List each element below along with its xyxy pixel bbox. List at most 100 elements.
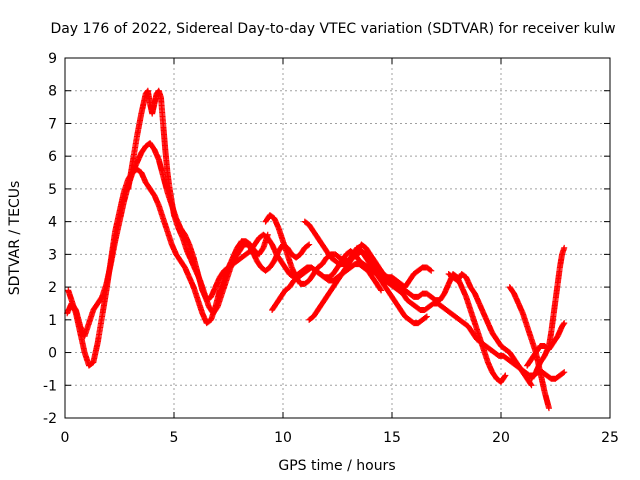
data-point-mark	[545, 405, 552, 412]
data-point-marks	[528, 350, 539, 363]
data-point-marks	[465, 323, 475, 335]
data-point-marks	[380, 280, 390, 293]
data-point-marks	[393, 280, 403, 290]
data-point-marks	[419, 314, 429, 323]
data-point-marks	[389, 277, 399, 286]
data-point-marks	[251, 236, 262, 248]
data-point-marks	[280, 238, 290, 257]
data-point-marks	[480, 346, 491, 365]
data-point-marks	[443, 307, 453, 316]
data-point-marks	[389, 274, 399, 283]
series-track-g	[301, 218, 430, 327]
series-track-e	[269, 261, 385, 313]
data-point-marks	[319, 295, 329, 307]
data-point-marks	[299, 268, 309, 277]
data-point-marks	[528, 370, 539, 382]
data-point-marks	[327, 254, 338, 264]
y-tick-label: 2	[48, 280, 57, 296]
data-point-marks	[210, 304, 220, 317]
data-point-marks	[471, 320, 482, 338]
data-point-marks	[498, 373, 508, 385]
data-point-marks	[482, 343, 493, 352]
data-point-marks	[347, 262, 357, 271]
data-point-marks	[190, 284, 201, 302]
data-point-marks	[397, 284, 407, 293]
data-point-marks	[450, 271, 460, 280]
data-point-marks	[72, 307, 83, 329]
data-point-marks	[375, 264, 386, 276]
data-point-marks	[256, 245, 266, 258]
data-point-marks	[262, 265, 272, 274]
data-point-marks	[415, 291, 425, 300]
data-point-marks	[330, 265, 340, 277]
data-point-marks	[194, 297, 205, 315]
data-point-marks	[299, 265, 309, 274]
x-tick-label: 15	[383, 430, 401, 446]
x-tick-label: 5	[170, 430, 179, 446]
data-point-marks	[404, 297, 414, 306]
data-point-marks	[423, 290, 434, 300]
data-point-marks	[467, 307, 478, 325]
data-point-marks	[469, 329, 480, 342]
data-point-marks	[336, 254, 346, 264]
data-point-marks	[380, 271, 390, 280]
data-point-marks	[550, 334, 560, 346]
data-point-marks	[341, 258, 351, 268]
data-point-marks	[373, 280, 384, 293]
data-point-marks	[203, 317, 213, 327]
series-track-j	[524, 320, 568, 369]
data-point-marks	[375, 274, 386, 286]
data-point-marks	[543, 372, 554, 381]
data-point-marks	[325, 271, 336, 281]
data-point-marks	[336, 268, 347, 281]
data-point-marks	[179, 235, 190, 253]
data-point-marks	[147, 185, 157, 198]
data-point-marks	[458, 271, 469, 280]
data-point-marks	[415, 317, 425, 327]
data-point-marks	[391, 284, 401, 293]
data-point-marks	[463, 293, 474, 312]
data-point-marks	[556, 252, 565, 271]
data-point-marks	[266, 212, 277, 221]
data-point-marks	[439, 303, 449, 313]
y-tick-label: -2	[43, 411, 57, 427]
data-point-marks	[319, 241, 329, 253]
data-point-marks	[423, 264, 434, 273]
data-point-marks	[524, 375, 534, 388]
data-point-marks	[275, 225, 286, 243]
x-tick-label: 20	[492, 430, 510, 446]
data-point-marks	[406, 272, 417, 284]
data-point-marks	[426, 301, 436, 310]
data-point-marks	[232, 249, 242, 261]
data-point-marks	[160, 215, 171, 234]
data-point-marks	[524, 357, 534, 369]
data-point-marks	[173, 251, 183, 263]
data-point-marks	[321, 274, 331, 283]
data-point-marks	[502, 346, 512, 355]
data-point-marks	[434, 300, 445, 309]
data-point-marks	[408, 300, 418, 309]
data-point-marks	[297, 245, 308, 258]
chart-title: Day 176 of 2022, Sidereal Day-to-day VTE…	[50, 21, 615, 37]
data-point-marks	[323, 288, 334, 300]
data-point-marks	[460, 320, 471, 329]
data-point-marks	[234, 255, 244, 264]
data-point-marks	[160, 120, 169, 152]
y-tick-label: 4	[48, 215, 57, 231]
data-point-mark	[428, 267, 435, 274]
data-point-marks	[216, 275, 227, 294]
data-point-marks	[445, 271, 455, 280]
data-point-marks	[85, 308, 96, 327]
data-point-marks	[395, 287, 405, 296]
data-point-marks	[354, 244, 364, 254]
data-point-marks	[556, 370, 567, 379]
data-point-marks	[310, 228, 321, 240]
data-point-marks	[498, 343, 508, 352]
data-point-marks	[389, 293, 399, 306]
data-point-marks	[223, 265, 234, 284]
x-axis-label: GPS time / hours	[278, 458, 395, 474]
data-point-marks	[456, 316, 466, 326]
data-point-marks	[406, 290, 416, 300]
data-point-marks	[171, 212, 181, 230]
y-tick-label: 8	[48, 84, 57, 100]
